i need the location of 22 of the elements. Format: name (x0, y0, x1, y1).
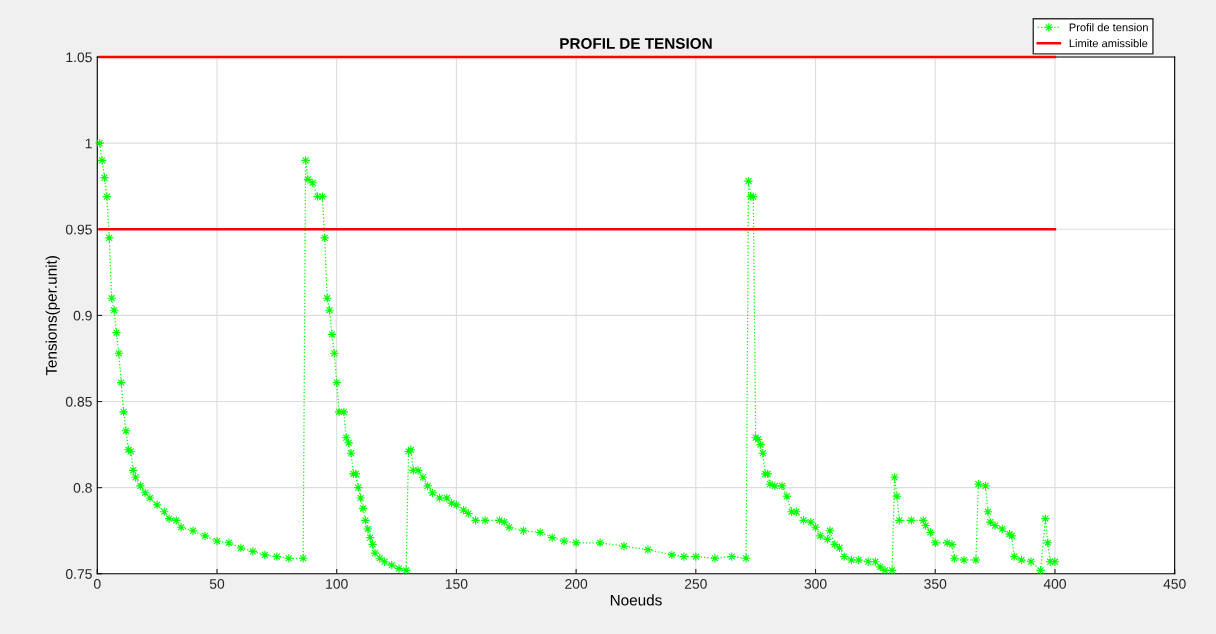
y-tick-label: 1.05 (66, 52, 92, 63)
x-tick-label: 400 (1043, 579, 1066, 589)
x-axis-title: Noeuds (610, 594, 662, 606)
y-tick-label: 0.95 (65, 224, 92, 235)
x-tick-label: 50 (209, 579, 225, 589)
x-tick-label: 350 (924, 579, 947, 589)
legend-label: Profil de tension (1069, 23, 1148, 32)
y-tick-label: 0.9 (73, 310, 92, 321)
y-tick-label: 1 (85, 138, 92, 149)
x-tick-label: 250 (684, 579, 707, 589)
x-tick-label: 200 (565, 579, 588, 589)
legend-label: Limite amissible (1069, 39, 1148, 48)
x-tick-label: 0 (93, 579, 101, 589)
chart-title: PROFIL DE TENSION (560, 38, 712, 49)
y-axis-title: Tensions(per.unit) (45, 256, 60, 376)
x-tick-label: 100 (326, 579, 348, 589)
x-tick-label: 150 (445, 579, 468, 589)
y-tick-label: 0.85 (65, 396, 92, 407)
y-tick-label: 0.8 (73, 482, 92, 493)
y-tick-label: 0.75 (65, 569, 92, 579)
x-tick-label: 300 (804, 579, 827, 589)
x-tick-label: 450 (1163, 579, 1186, 589)
